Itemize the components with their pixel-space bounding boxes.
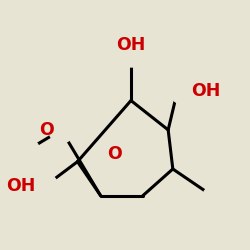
Text: OH: OH bbox=[6, 177, 36, 195]
Text: O: O bbox=[107, 145, 122, 163]
Text: OH: OH bbox=[116, 36, 146, 54]
Text: O: O bbox=[40, 121, 54, 139]
Text: OH: OH bbox=[192, 82, 221, 100]
